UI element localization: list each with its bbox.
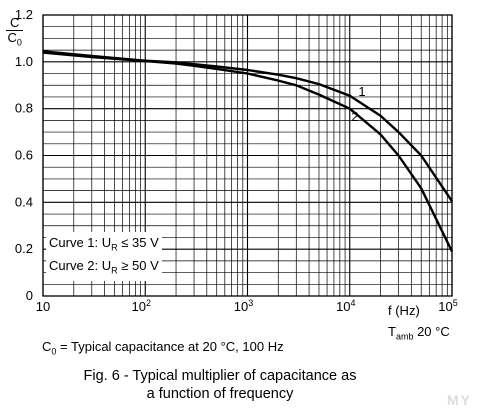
- y-tick-label: 0.8: [15, 101, 33, 116]
- y-axis-label: C C0: [6, 16, 24, 50]
- tick-labels: 00.20.40.60.81.01.210 102 103 104 105: [15, 7, 458, 314]
- axes: [42, 14, 453, 297]
- legend-1-prefix: Curve 1: U: [49, 235, 112, 250]
- x-tick-exponent: 2: [146, 298, 151, 308]
- footnote-text: = Typical capacitance at 20 °C, 100 Hz: [56, 339, 284, 354]
- x-tick-label: 102: [132, 298, 151, 314]
- x-tick-base: 10: [438, 299, 452, 314]
- legend-2-prefix: Curve 2: U: [49, 257, 112, 273]
- x-tick-label: 103: [234, 298, 253, 314]
- x-tick-base: 10: [234, 299, 248, 314]
- footnote-c: C: [42, 339, 52, 354]
- x-tick-label: 105: [438, 298, 457, 314]
- plot-frame: [42, 14, 453, 297]
- legend-1-sub: R: [111, 242, 118, 253]
- curve-2: [42, 51, 454, 253]
- x-tick-label: 104: [336, 298, 355, 314]
- curves: [42, 50, 454, 253]
- y-label-den-sub: 0: [16, 37, 22, 48]
- footnote: C0 = Typical capacitance at 20 °C, 100 H…: [42, 339, 284, 357]
- temp-sub: amb: [395, 331, 414, 342]
- curve-label-1: 1: [358, 84, 365, 99]
- y-tick-label: 0: [26, 288, 33, 303]
- y-label-denominator: C0: [6, 31, 23, 50]
- y-label-numerator: C: [6, 16, 24, 31]
- curve-label-2: 2: [351, 109, 358, 124]
- x-tick-exponent: 5: [453, 298, 458, 308]
- legend-2-sub: R: [111, 265, 118, 276]
- y-tick-label: 0.6: [15, 148, 33, 163]
- temperature-label: Tamb 20 °C: [388, 324, 450, 342]
- footnote-sub: 0: [51, 346, 57, 357]
- legend-2-rel: ≥ 50 V: [117, 257, 159, 273]
- figure-caption: Fig. 6 - Typical multiplier of capacitan…: [40, 367, 400, 403]
- caption-line-1: Fig. 6 - Typical multiplier of capacitan…: [83, 368, 357, 384]
- x-tick-base: 10: [132, 299, 146, 314]
- y-tick-label: 0.2: [15, 241, 33, 256]
- legend-line-1: Curve 1: UR ≤ 35 V: [49, 234, 159, 257]
- x-tick-exponent: 4: [350, 298, 355, 308]
- x-tick-label: 10: [36, 299, 50, 314]
- y-tick-label: 0.4: [15, 194, 33, 209]
- curve-labels: 12: [351, 84, 365, 124]
- legend-1-rel: ≤ 35 V: [117, 235, 159, 250]
- y-tick-label: 1.2: [15, 7, 33, 22]
- legend-box: Curve 1: UR ≤ 35 V Curve 2: UR ≥ 50 V: [46, 232, 162, 282]
- x-axis-label: f (Hz): [388, 303, 420, 318]
- x-tick-base: 10: [36, 299, 50, 314]
- x-tick-exponent: 3: [248, 298, 253, 308]
- temp-symbol: T: [388, 324, 396, 339]
- legend-line-2: Curve 2: UR ≥ 50 V: [49, 257, 159, 280]
- caption-line-2: a function of frequency: [146, 386, 294, 402]
- y-label-den-main: C: [7, 30, 17, 45]
- y-tick-label: 1.0: [15, 54, 33, 69]
- temp-value: 20 °C: [413, 324, 450, 339]
- x-tick-base: 10: [336, 299, 350, 314]
- watermark: MY: [447, 392, 472, 408]
